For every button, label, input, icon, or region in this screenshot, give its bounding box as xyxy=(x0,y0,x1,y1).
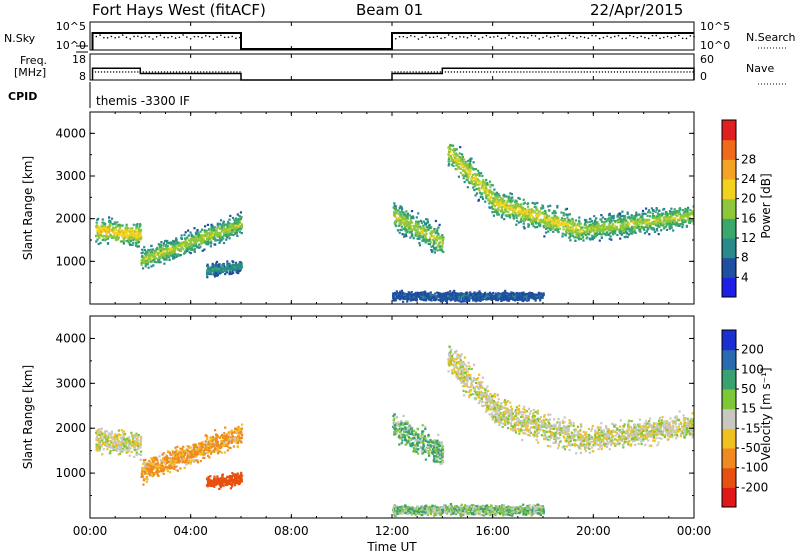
freq-tick-label: 18 xyxy=(72,53,86,66)
y-axis-title-velocity: Slant Range [km] xyxy=(21,365,35,469)
nsky-line xyxy=(91,32,694,50)
power-colorbar-swatch xyxy=(722,198,736,219)
nsearch-label: N.Search xyxy=(746,31,796,44)
velocity-colorbar-swatch xyxy=(722,369,736,390)
velocity-colorbar-label: -15 xyxy=(741,421,761,435)
velocity-colorbar-swatch xyxy=(722,330,736,351)
power-colorbar-label: 8 xyxy=(741,251,749,265)
date-label: 22/Apr/2015 xyxy=(590,1,684,19)
power-colorbar-label: 4 xyxy=(741,270,749,284)
power-colorbar-label: 28 xyxy=(741,152,756,166)
x-tick-label: 08:00 xyxy=(274,524,309,538)
y-tick-label: 2000 xyxy=(55,212,86,226)
power-panel-frame xyxy=(89,111,695,305)
velocity-colorbar-swatch xyxy=(722,349,736,370)
power-colorbar-swatch xyxy=(722,238,736,259)
y-axis-title-power: Slant Range [km] xyxy=(21,156,35,260)
nsky-tick-label: 10^0 xyxy=(56,39,86,52)
x-axis-title: Time UT xyxy=(366,540,417,554)
power-colorbar-title: Power [dB] xyxy=(759,173,773,238)
cpid-label: CPID xyxy=(8,90,37,103)
velocity-colorbar-swatch xyxy=(722,448,736,469)
velocity-colorbar-label: -100 xyxy=(741,461,768,475)
velocity-colorbar-label: 100 xyxy=(741,362,764,376)
nave-label: Nave xyxy=(746,62,774,75)
beam-label: Beam 01 xyxy=(356,1,424,19)
power-colorbar-label: 24 xyxy=(741,172,756,186)
velocity-scatter xyxy=(95,345,694,518)
freq-tick-label: 8 xyxy=(79,70,86,83)
velocity-panel-frame xyxy=(89,315,695,519)
velocity-colorbar-label: 50 xyxy=(741,382,756,396)
nave-tick-label: 60 xyxy=(700,53,714,66)
power-colorbar-swatch xyxy=(722,179,736,200)
velocity-colorbar-swatch xyxy=(722,467,736,488)
nsearch-tick-label: 10^0 xyxy=(700,39,730,52)
power-colorbar-swatch xyxy=(722,139,736,160)
y-tick-label: 1000 xyxy=(55,466,86,480)
velocity-colorbar-label: -50 xyxy=(741,441,761,455)
velocity-colorbar-swatch xyxy=(722,428,736,449)
power-colorbar-swatch xyxy=(722,159,736,180)
velocity-colorbar-swatch xyxy=(722,408,736,429)
chart-title: Fort Hays West (fitACF) xyxy=(92,1,266,19)
nsky-tick-label: 10^5 xyxy=(56,20,86,33)
y-tick-label: 3000 xyxy=(55,169,86,183)
y-tick-label: 2000 xyxy=(55,421,86,435)
x-tick-label: 20:00 xyxy=(576,524,611,538)
x-tick-label: 16:00 xyxy=(475,524,510,538)
power-colorbar-label: 12 xyxy=(741,231,756,245)
freq-label-line1: Freq. xyxy=(20,54,47,67)
power-colorbar-swatch xyxy=(722,257,736,278)
x-tick-label: 04:00 xyxy=(173,524,208,538)
velocity-colorbar-title: Velocity [m s⁻¹] xyxy=(759,367,773,460)
power-colorbar-swatch xyxy=(722,218,736,239)
velocity-colorbar-label: 15 xyxy=(741,402,756,416)
y-tick-label: 1000 xyxy=(55,254,86,268)
y-tick-label: 4000 xyxy=(55,331,86,345)
nave-tick-label: 0 xyxy=(700,70,707,83)
freq-line xyxy=(91,67,695,81)
x-tick-label: 12:00 xyxy=(375,524,410,538)
nsky-label: N.Sky xyxy=(4,32,36,45)
velocity-colorbar-swatch xyxy=(722,389,736,410)
power-colorbar-swatch xyxy=(722,277,736,298)
power-colorbar-label: 20 xyxy=(741,192,756,206)
power-scatter xyxy=(95,143,694,304)
x-tick-label: 00:00 xyxy=(73,524,108,538)
cpid-value: themis -3300 IF xyxy=(96,94,190,108)
y-tick-label: 4000 xyxy=(55,126,86,140)
freq-label-line2: [MHz] xyxy=(14,66,46,79)
nsearch-tick-label: 10^5 xyxy=(700,20,730,33)
x-tick-label: 00:00 xyxy=(677,524,712,538)
y-tick-label: 3000 xyxy=(55,376,86,390)
velocity-colorbar-label: -200 xyxy=(741,480,768,494)
velocity-colorbar-swatch xyxy=(722,487,736,508)
power-colorbar-swatch xyxy=(722,120,736,141)
power-colorbar-label: 16 xyxy=(741,211,756,225)
velocity-colorbar-label: 200 xyxy=(741,343,764,357)
